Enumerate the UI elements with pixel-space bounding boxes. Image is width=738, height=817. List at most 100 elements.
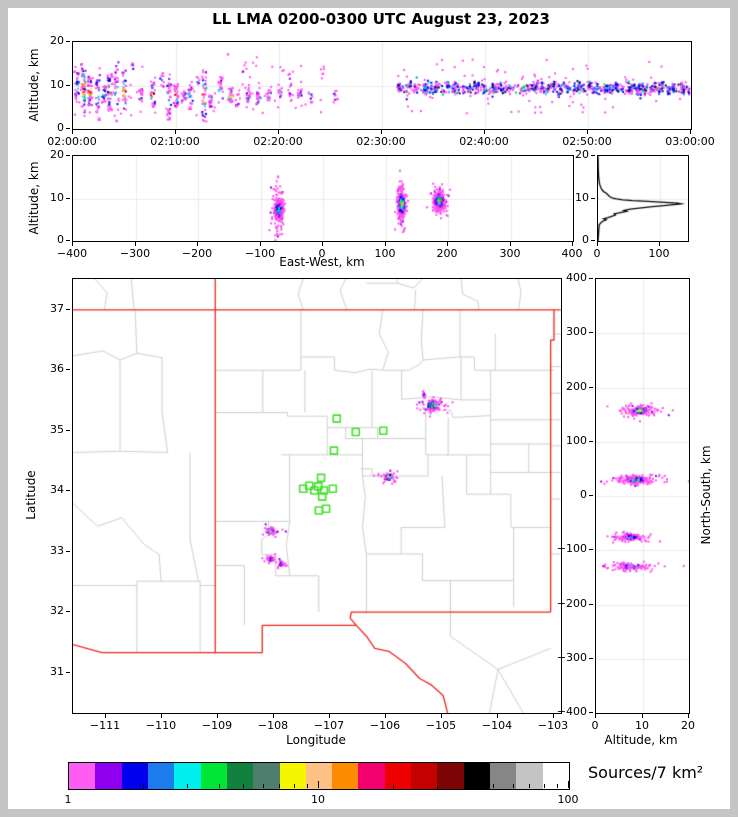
y-tick-mark — [66, 611, 70, 612]
x-tick-label: −105 — [425, 719, 457, 732]
y-tick-mark — [66, 369, 70, 370]
y-tick-label: 10 — [50, 191, 64, 204]
y-tick-label: 20 — [50, 148, 64, 161]
x-tick-mark — [260, 242, 261, 246]
x-tick-mark — [135, 242, 136, 246]
colorbar-segment — [463, 763, 490, 789]
x-tick-mark — [72, 242, 73, 246]
x-tick-mark — [510, 242, 511, 246]
x-tick-mark — [278, 130, 279, 134]
x-tick-label: 20 — [681, 719, 695, 732]
y-tick-mark — [591, 198, 595, 199]
x-tick-mark — [322, 242, 323, 246]
y-tick-label: 0 — [57, 233, 64, 246]
x-tick-mark — [273, 714, 274, 718]
y-tick-label: 34 — [50, 483, 64, 496]
colorbar-tick-label: 100 — [557, 793, 579, 806]
x-tick-mark — [385, 714, 386, 718]
y-tick-label: 10 — [575, 191, 589, 204]
colorbar-minor-tick — [437, 784, 438, 788]
y-tick-mark — [66, 128, 70, 129]
colorbar-segment — [253, 763, 280, 789]
colorbar-segment — [437, 763, 464, 789]
east-west-height-panel-canvas — [73, 156, 573, 241]
y-tick-mark — [66, 672, 70, 673]
colorbar-minor-tick — [529, 784, 530, 788]
y-tick-mark — [66, 240, 70, 241]
x-tick-mark — [381, 130, 382, 134]
colorbar — [68, 762, 570, 790]
y-tick-mark — [66, 85, 70, 86]
y-tick-mark — [589, 658, 593, 659]
colorbar-tick-label: 1 — [64, 793, 72, 806]
y-tick-mark — [589, 441, 593, 442]
x-tick-label: −110 — [145, 719, 177, 732]
x-tick-label: −107 — [313, 719, 345, 732]
x-tick-mark — [642, 714, 643, 718]
y-tick-label: 20 — [50, 34, 64, 47]
y-tick-mark — [589, 332, 593, 333]
y-tick-mark — [591, 155, 595, 156]
x-tick-mark — [497, 714, 498, 718]
x-tick-mark — [72, 130, 73, 134]
map-xlabel: Longitude — [286, 733, 346, 747]
x-tick-mark — [484, 130, 485, 134]
y-tick-mark — [589, 604, 593, 605]
y-tick-label: −200 — [556, 597, 587, 610]
colorbar-segment — [490, 763, 517, 789]
y-tick-mark — [66, 490, 70, 491]
y-tick-mark — [591, 240, 595, 241]
x-tick-label: 02:50:00 — [562, 135, 612, 148]
figure-title: LL LMA 0200-0300 UTC August 23, 2023 — [212, 10, 550, 28]
x-tick-label: 400 — [561, 247, 583, 260]
y-tick-mark — [66, 551, 70, 552]
altitude-histogram-panel — [597, 155, 689, 242]
colorbar-minor-tick — [393, 784, 394, 788]
north-south-height-panel-canvas — [596, 279, 689, 713]
colorbar-segment — [332, 763, 359, 789]
y-tick-mark — [589, 387, 593, 388]
y-tick-label: 36 — [50, 362, 64, 375]
y-tick-label: 0 — [580, 488, 587, 501]
colorbar-segment — [69, 763, 96, 789]
x-tick-label: −400 — [56, 247, 88, 260]
colorbar-minor-tick — [557, 784, 558, 788]
y-tick-label: 200 — [566, 380, 587, 393]
colorbar-segment — [279, 763, 306, 789]
colorbar-minor-tick — [219, 784, 220, 788]
y-tick-label: −100 — [556, 542, 587, 555]
colorbar-segment — [147, 763, 175, 789]
x-tick-mark — [553, 714, 554, 718]
y-tick-label: 100 — [566, 434, 587, 447]
x-tick-label: 100 — [648, 247, 670, 260]
x-tick-label: −104 — [481, 719, 513, 732]
x-tick-mark — [690, 130, 691, 134]
x-tick-mark — [441, 714, 442, 718]
x-tick-label: 100 — [374, 247, 396, 260]
x-tick-label: −106 — [369, 719, 401, 732]
colorbar-minor-tick — [307, 784, 308, 788]
colorbar-minor-tick — [544, 784, 545, 788]
colorbar-segment — [384, 763, 412, 789]
colorbar-segment — [226, 763, 254, 789]
x-tick-mark — [329, 714, 330, 718]
colorbar-minor-tick — [279, 784, 280, 788]
x-tick-label: −100 — [244, 247, 276, 260]
x-tick-mark — [587, 130, 588, 134]
y-tick-label: 37 — [50, 302, 64, 315]
colorbar-segment — [200, 763, 227, 789]
y-tick-label: 300 — [566, 325, 587, 338]
x-tick-label: 02:40:00 — [459, 135, 509, 148]
y-tick-mark — [589, 549, 593, 550]
colorbar-segment — [411, 763, 438, 789]
x-tick-mark — [447, 242, 448, 246]
y-tick-label: 0 — [582, 233, 589, 246]
y-tick-mark — [66, 309, 70, 310]
x-tick-mark — [659, 242, 660, 246]
y-tick-label: 35 — [50, 423, 64, 436]
colorbar-segment — [542, 763, 569, 789]
x-tick-mark — [385, 242, 386, 246]
colorbar-segment — [358, 763, 385, 789]
altitude-histogram-panel-canvas — [598, 156, 688, 241]
